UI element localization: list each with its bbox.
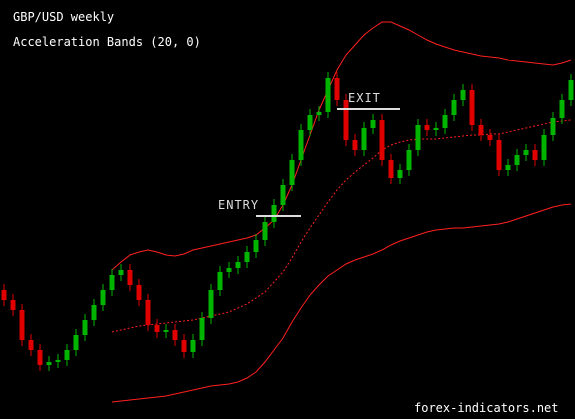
candle-body <box>163 330 169 332</box>
candle-body <box>334 78 340 100</box>
candle-body <box>406 150 412 170</box>
candle-body <box>145 300 151 325</box>
candle-body <box>469 90 475 125</box>
candle-body <box>280 185 286 205</box>
candle-body <box>433 128 439 130</box>
candle-body <box>451 100 457 115</box>
candle-body <box>118 270 124 275</box>
candle-body <box>253 240 259 252</box>
candle-body <box>397 170 403 178</box>
candle-body <box>82 320 88 335</box>
candle-body <box>316 112 322 115</box>
candle-body <box>64 350 70 360</box>
candle-body <box>370 120 376 128</box>
candle-body <box>568 80 574 100</box>
candle-body <box>37 350 43 365</box>
band-line <box>111 203 572 403</box>
band-line <box>111 119 572 333</box>
candle-body <box>28 340 34 350</box>
candle-body <box>298 130 304 160</box>
annotation-label: EXIT <box>348 91 381 105</box>
candle-body <box>532 150 538 160</box>
candle-body <box>181 340 187 352</box>
candle-body <box>10 300 16 310</box>
candle-body <box>208 290 214 318</box>
annotation-label: ENTRY <box>218 198 259 212</box>
candle-body <box>415 125 421 150</box>
candle-body <box>109 275 115 290</box>
candle-body <box>388 160 394 178</box>
candle-body <box>361 128 367 150</box>
chart-title: GBP/USD weekly <box>13 10 114 24</box>
candle-body <box>262 222 268 240</box>
candle-body <box>46 362 52 365</box>
candle-body <box>514 155 520 165</box>
candle-body <box>136 285 142 300</box>
candle-body <box>460 90 466 100</box>
candle-body <box>73 335 79 350</box>
candle-body <box>559 100 565 118</box>
candle-body <box>244 252 250 262</box>
candle-body <box>19 310 25 340</box>
chart-subtitle: Acceleration Bands (20, 0) <box>13 35 201 49</box>
candle-body <box>478 125 484 135</box>
candle-body <box>91 305 97 320</box>
candle-body <box>487 135 493 140</box>
candle-body <box>442 115 448 128</box>
band-line <box>111 21 572 271</box>
candle-body <box>172 330 178 340</box>
candle-body <box>100 290 106 305</box>
candle-body <box>424 125 430 130</box>
candle-body <box>154 325 160 332</box>
candle-body <box>496 140 502 170</box>
candle-body <box>523 150 529 155</box>
candle-body <box>235 262 241 268</box>
candle-body <box>217 272 223 290</box>
candle-body <box>127 270 133 285</box>
candle-body <box>379 120 385 160</box>
candle-body <box>541 135 547 160</box>
candle-body <box>226 268 232 272</box>
candle-body <box>190 340 196 352</box>
candle-body <box>289 160 295 185</box>
candle-body <box>505 165 511 170</box>
candle-body <box>199 318 205 340</box>
candle-body <box>343 100 349 140</box>
candle-body <box>325 78 331 112</box>
candle-body <box>271 205 277 222</box>
watermark: forex-indicators.net <box>414 401 559 415</box>
candle-body <box>307 115 313 130</box>
candle-body <box>1 290 7 300</box>
candle-body <box>550 118 556 135</box>
candle-body <box>352 140 358 150</box>
candle-body <box>55 360 61 362</box>
